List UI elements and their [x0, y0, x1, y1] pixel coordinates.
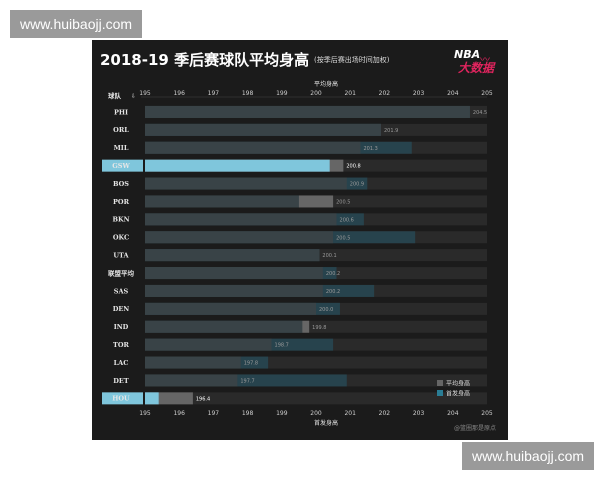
avg-excess-bar-POR — [298, 195, 334, 208]
category-label-IND: IND — [114, 323, 129, 331]
avg-bar-OKC — [145, 231, 334, 244]
avg-bar-DET — [145, 374, 238, 387]
category-label-BKN: BKN — [112, 216, 129, 224]
logo-bigdata-text: 大数据 — [458, 61, 495, 75]
x-tick-top-197: 197 — [208, 90, 220, 97]
nba-bigdata-logo: NBA 〰 大数据 — [454, 48, 500, 75]
avg-bar-TOR — [145, 338, 272, 351]
x-tick-top-195: 195 — [139, 90, 151, 97]
category-label-LAC: LAC — [114, 359, 129, 367]
chart-panel: 2018-19 季后赛球队平均身高 (按季后赛出场时间加权) NBA 〰 大数据… — [92, 40, 508, 440]
category-label-PHI: PHI — [114, 108, 128, 116]
category-label-SAS: SAS — [114, 287, 129, 295]
value-label-PHI: 204.5 — [473, 110, 487, 116]
value-label-TOR: 198.7 — [275, 343, 289, 349]
watermark-top: www.huibaojj.com — [10, 10, 143, 38]
avg-bar-SAS — [145, 284, 323, 297]
category-label-UTA: UTA — [113, 251, 129, 259]
value-label-HOU: 196.4 — [196, 396, 210, 402]
value-label-LAC: 197.8 — [244, 361, 258, 367]
avg-bar-PHI — [145, 105, 470, 118]
value-label-SAS: 200.2 — [326, 289, 340, 295]
value-label-GSW: 200.8 — [346, 164, 360, 170]
category-label-POR: POR — [113, 198, 130, 206]
x-tick-bottom-196: 196 — [173, 410, 185, 417]
x-tick-top-203: 203 — [413, 90, 425, 97]
value-label-DET: 197.7 — [240, 378, 254, 384]
y-axis-title: 球队 — [108, 91, 122, 100]
starter-bar-GSW — [145, 159, 330, 172]
credit-text: @篮圈那是原点 — [454, 425, 497, 432]
avg-bar-POR — [145, 195, 299, 208]
x-tick-bottom-200: 200 — [310, 410, 322, 417]
value-label-BOS: 200.9 — [350, 182, 364, 188]
value-label-OKC: 200.5 — [336, 235, 350, 241]
value-label-POR: 200.5 — [336, 199, 350, 205]
value-label-联盟平均: 200.2 — [326, 271, 340, 277]
value-label-DEN: 200.0 — [319, 307, 333, 313]
starter-bar-HOU — [145, 392, 159, 405]
category-label-TOR: TOR — [113, 341, 129, 349]
x-tick-top-199: 199 — [276, 90, 288, 97]
x-tick-top-196: 196 — [173, 90, 185, 97]
value-label-UTA: 200.1 — [322, 253, 336, 259]
x-tick-bottom-195: 195 — [139, 410, 151, 417]
value-label-ORL: 201.9 — [384, 128, 398, 134]
category-label-联盟平均: 联盟平均 — [108, 268, 135, 277]
category-label-HOU: HOU — [112, 395, 130, 403]
category-highlight-HOU — [102, 392, 143, 405]
x-axis-bottom-title: 首发身高 — [314, 419, 338, 427]
category-label-OKC: OKC — [113, 234, 129, 242]
avg-bar-MIL — [145, 141, 361, 154]
category-label-DEN: DEN — [113, 305, 130, 313]
category-label-DET: DET — [113, 377, 129, 385]
avg-bar-ORL — [145, 123, 381, 136]
avg-excess-bar-IND — [302, 320, 310, 333]
x-tick-bottom-201: 201 — [344, 410, 356, 417]
avg-bar-LAC — [145, 356, 241, 369]
category-label-ORL: ORL — [113, 126, 129, 134]
value-label-IND: 199.8 — [312, 325, 326, 331]
x-tick-bottom-198: 198 — [242, 410, 254, 417]
x-tick-top-202: 202 — [379, 90, 391, 97]
chart-subtitle: (按季后赛出场时间加权) — [314, 56, 390, 64]
x-tick-bottom-203: 203 — [413, 410, 425, 417]
logo-wave-icon: 〰 — [480, 55, 490, 66]
value-label-BKN: 200.6 — [340, 217, 354, 223]
category-label-BOS: BOS — [113, 180, 129, 188]
legend-swatch-starter — [437, 390, 443, 396]
x-tick-bottom-205: 205 — [481, 410, 493, 417]
x-tick-top-200: 200 — [310, 90, 322, 97]
x-tick-bottom-204: 204 — [447, 410, 459, 417]
y-axis-arrow: ⇩ — [131, 93, 136, 100]
x-axis-top-title: 平均身高 — [314, 80, 338, 88]
avg-bar-联盟平均 — [145, 267, 323, 280]
legend-label-starter: 首发身高 — [446, 390, 470, 398]
x-tick-top-201: 201 — [344, 90, 356, 97]
x-tick-bottom-202: 202 — [379, 410, 391, 417]
category-label-MIL: MIL — [114, 144, 129, 152]
logo-nba-text: NBA — [454, 48, 481, 61]
x-tick-bottom-197: 197 — [208, 410, 220, 417]
legend-label-avg: 平均身高 — [446, 380, 470, 388]
avg-bar-BOS — [145, 177, 347, 190]
legend-swatch-avg — [437, 380, 443, 386]
x-tick-bottom-199: 199 — [276, 410, 288, 417]
x-tick-top-205: 205 — [481, 90, 493, 97]
value-label-MIL: 201.3 — [363, 146, 377, 152]
category-highlight-GSW — [102, 159, 143, 172]
watermark-bottom: www.huibaojj.com — [462, 442, 595, 470]
x-tick-top-204: 204 — [447, 90, 459, 97]
avg-bar-BKN — [145, 213, 337, 226]
avg-bar-IND — [145, 320, 303, 333]
chart-title: 2018-19 季后赛球队平均身高 — [100, 51, 310, 69]
x-tick-top-198: 198 — [242, 90, 254, 97]
category-label-GSW: GSW — [112, 162, 130, 170]
row-track-HOU — [145, 392, 487, 405]
avg-bar-UTA — [145, 249, 320, 262]
avg-bar-DEN — [145, 302, 316, 315]
